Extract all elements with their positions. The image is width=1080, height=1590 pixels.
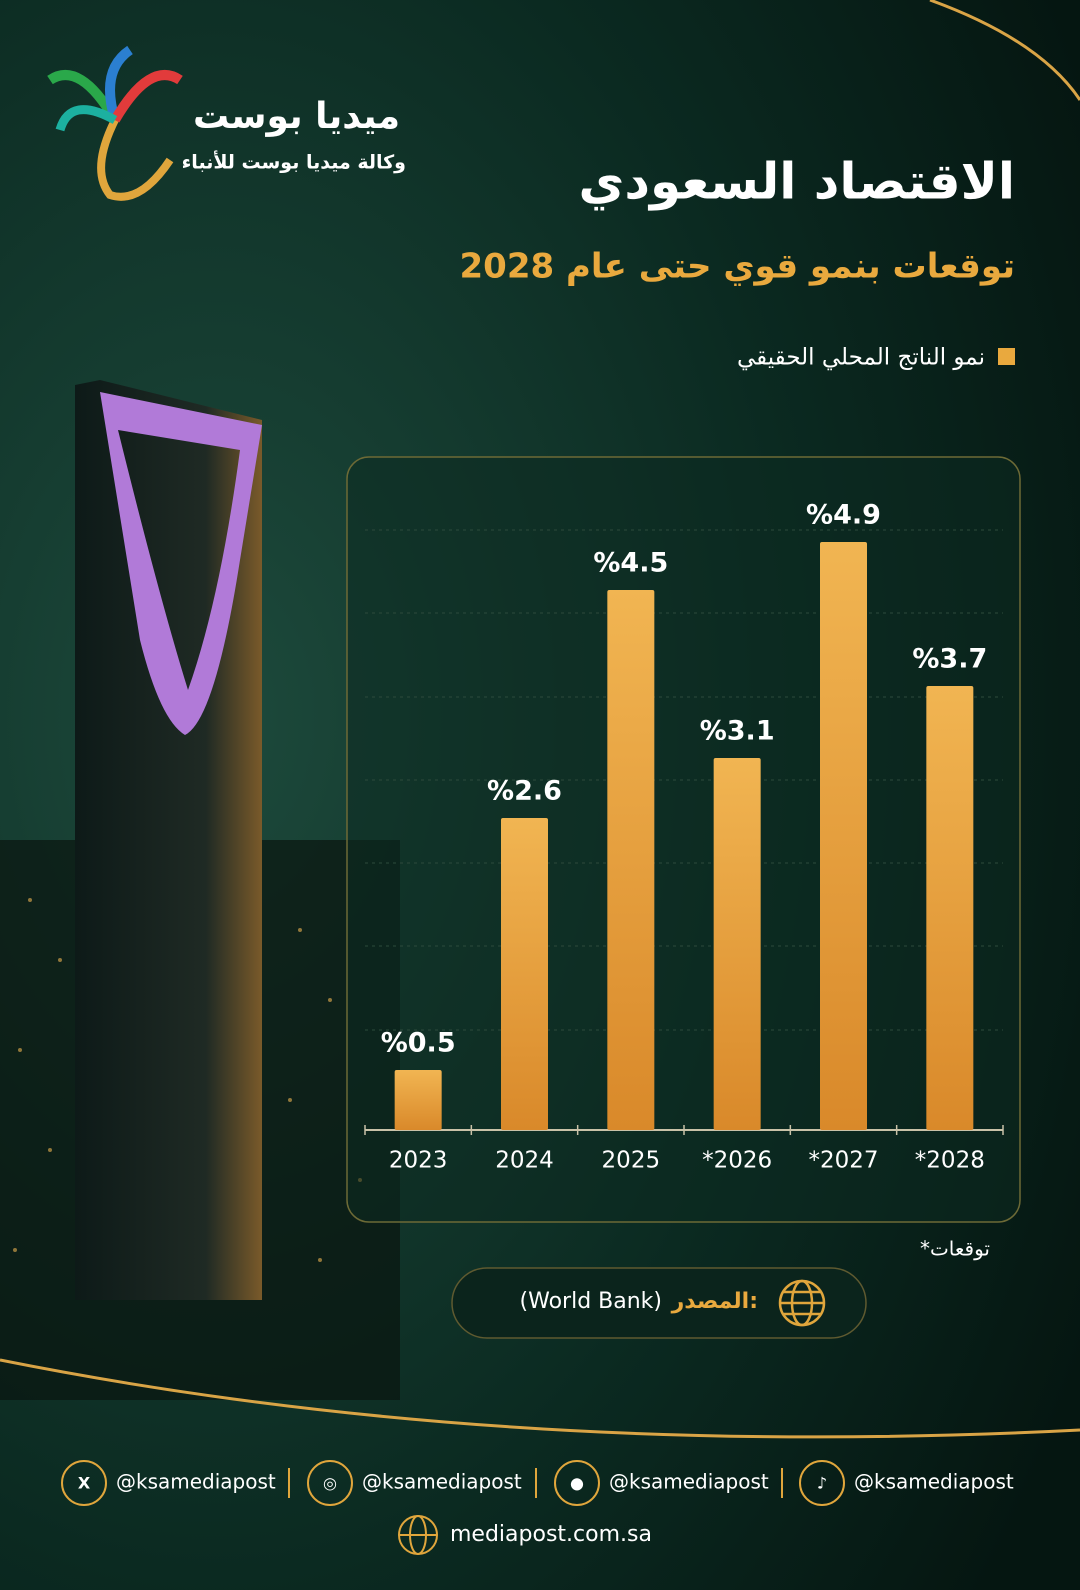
source-label: المصدر: bbox=[671, 1289, 758, 1314]
value-label: %3.7 bbox=[912, 644, 987, 675]
city-lights bbox=[13, 898, 362, 1262]
social-icons bbox=[61, 1460, 845, 1555]
bar bbox=[394, 1070, 442, 1130]
x-tick-label: 2023 bbox=[389, 1148, 448, 1174]
social-handle[interactable]: @ksamediapost bbox=[362, 1470, 522, 1494]
bar bbox=[501, 818, 548, 1130]
social-handle[interactable]: @ksamediapost bbox=[609, 1470, 769, 1494]
bar bbox=[926, 686, 974, 1130]
tagline: وكالة ميديا بوست للأنباء bbox=[182, 151, 406, 174]
social-handle[interactable]: @ksamediapost bbox=[854, 1470, 1014, 1494]
x-tick-label: *2027 bbox=[808, 1148, 878, 1174]
source: (World Bank) bbox=[520, 1289, 662, 1314]
tower-arch bbox=[100, 392, 262, 735]
chart-title: الاقتصاد السعودي bbox=[579, 153, 1015, 212]
decor-grid bbox=[365, 529, 1003, 1031]
website[interactable]: mediapost.com.sa bbox=[450, 1522, 652, 1547]
gold-curve bbox=[0, 1358, 1080, 1439]
x-tick-label: 2024 bbox=[495, 1148, 554, 1174]
svg-text:♪: ♪ bbox=[817, 1474, 827, 1493]
logo bbox=[47, 45, 183, 201]
x-tick-label: *2028 bbox=[915, 1148, 985, 1174]
brand: ميديا بوست bbox=[193, 96, 400, 137]
svg-text:◎: ◎ bbox=[323, 1474, 337, 1493]
value-label: %4.9 bbox=[806, 500, 881, 531]
svg-text:X: X bbox=[78, 1474, 91, 1493]
value-label: %3.1 bbox=[700, 716, 775, 747]
bar bbox=[607, 590, 655, 1130]
bar bbox=[713, 758, 761, 1130]
svg-text:●: ● bbox=[570, 1474, 584, 1493]
globe-icon bbox=[778, 1279, 826, 1327]
x-tick-label: 2025 bbox=[602, 1148, 661, 1174]
value-label: %0.5 bbox=[381, 1028, 456, 1059]
value-label: %4.5 bbox=[593, 548, 668, 579]
value-label: %2.6 bbox=[487, 776, 562, 807]
chart-panel bbox=[346, 456, 1021, 1223]
plot: %0.5 2023 %2.6 2024 %4.5 2025 %3.1 *2026 %4.9 *20… bbox=[364, 500, 1004, 1174]
x-tick-label: *2026 bbox=[702, 1148, 772, 1174]
note: *توقعات bbox=[920, 1237, 990, 1261]
chart-subtitle: توقعات بنمو قوي حتى عام 2028 bbox=[460, 247, 1015, 287]
gold-curve bbox=[929, 0, 1080, 101]
social-glyphs: X ◎ ● ♪ bbox=[78, 1474, 827, 1493]
social-handle[interactable]: @ksamediapost bbox=[116, 1470, 276, 1494]
legend-label: نمو الناتج المحلي الحقيقي bbox=[737, 345, 985, 371]
source-pill bbox=[451, 1267, 867, 1339]
legend-swatch bbox=[998, 348, 1015, 365]
bar bbox=[820, 542, 867, 1130]
